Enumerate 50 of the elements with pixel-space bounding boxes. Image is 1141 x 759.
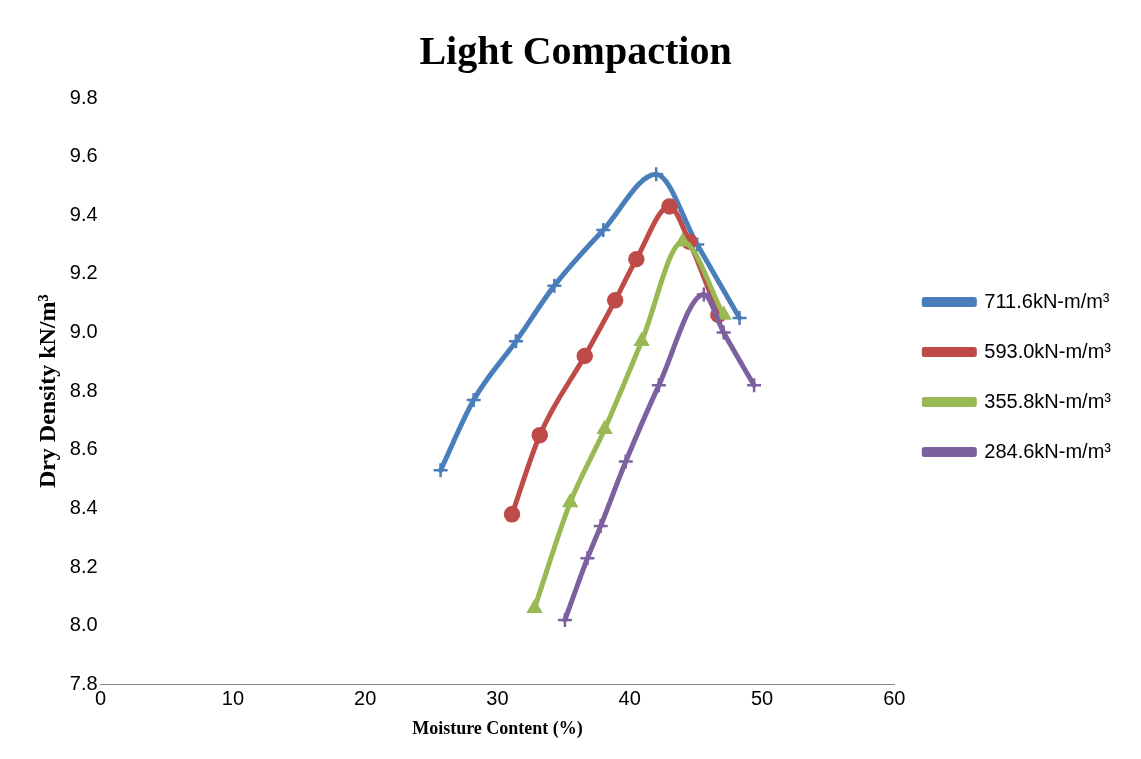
point xyxy=(647,165,665,183)
y-tick-label: 8.2 xyxy=(69,554,98,577)
point xyxy=(675,233,690,247)
y-tick-label: 9.0 xyxy=(69,320,98,343)
x-tick-label: 20 xyxy=(354,686,377,709)
x-tick-label: 30 xyxy=(486,686,509,709)
x-tick-label: 50 xyxy=(750,686,774,709)
point xyxy=(597,421,612,435)
point xyxy=(562,494,578,508)
legend-label: 593.0kN-m/m³ xyxy=(984,339,1112,362)
point xyxy=(556,611,574,629)
legend-label: 355.8kN-m/m³ xyxy=(984,389,1112,412)
point xyxy=(592,517,609,535)
y-tick-label: 8.4 xyxy=(69,496,98,518)
point xyxy=(576,347,594,365)
point xyxy=(661,198,678,215)
x-axis-title: Moisture Content (%) xyxy=(412,717,583,739)
x-tick-label: 60 xyxy=(883,686,906,709)
point xyxy=(503,506,521,523)
point xyxy=(527,599,542,613)
y-tick-label: 9.4 xyxy=(69,202,98,225)
x-tick-label: 10 xyxy=(221,686,245,709)
point xyxy=(715,324,732,341)
point xyxy=(507,333,525,350)
y-tick-label: 9.2 xyxy=(69,261,98,284)
point xyxy=(650,377,668,394)
y-tick-label: 8.8 xyxy=(69,378,98,401)
y-tick-label: 8.0 xyxy=(69,613,98,636)
point xyxy=(606,292,624,309)
x-tick-label: 40 xyxy=(618,686,641,709)
point xyxy=(731,309,748,327)
point xyxy=(628,251,645,268)
point xyxy=(617,453,635,470)
point xyxy=(716,306,731,320)
point xyxy=(531,426,549,444)
point xyxy=(546,277,563,294)
point xyxy=(579,550,596,567)
point xyxy=(595,221,612,239)
point xyxy=(465,391,482,409)
chart-title: Light Compaction xyxy=(419,28,732,74)
point xyxy=(432,462,449,479)
y-tick-label: 9.6 xyxy=(69,144,98,167)
legend-label: 284.6kN-m/m³ xyxy=(984,439,1112,462)
legend-label: 711.6kN-m/m³ xyxy=(984,289,1110,312)
point xyxy=(634,333,649,347)
point xyxy=(695,286,713,303)
y-tick-label: 8.6 xyxy=(69,437,98,460)
y-axis-title: Dry Density kN/m³ xyxy=(33,294,60,489)
point xyxy=(745,377,763,394)
y-tick-label: 9.8 xyxy=(69,85,98,108)
